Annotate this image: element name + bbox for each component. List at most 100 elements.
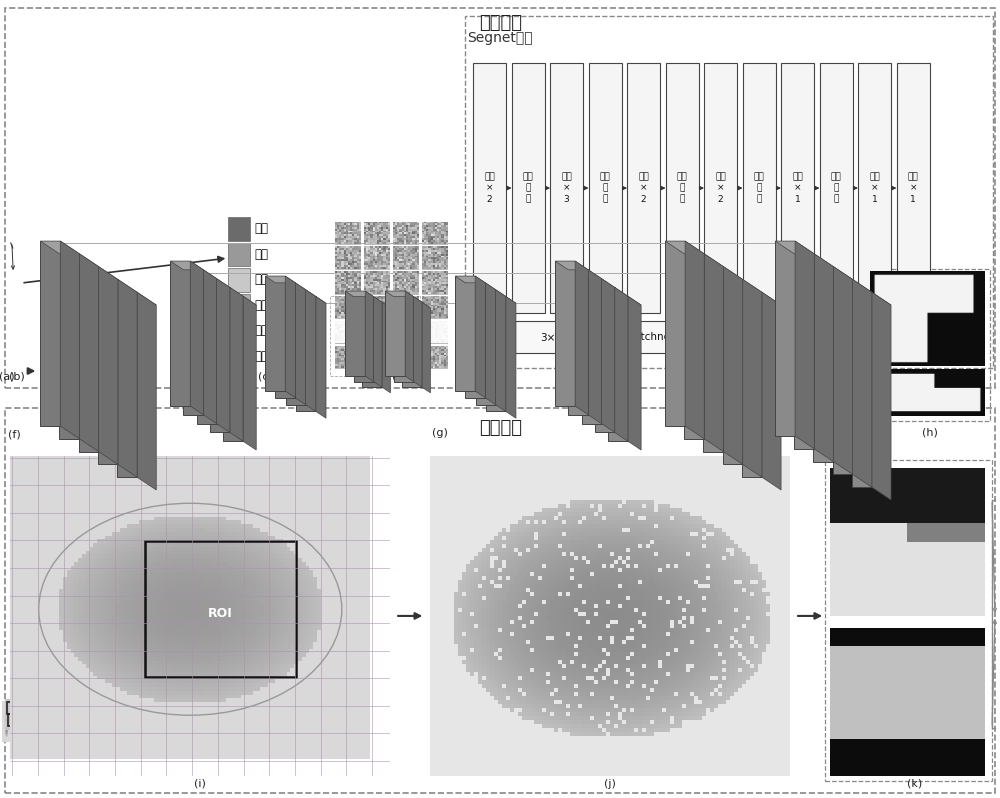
Polygon shape <box>872 292 891 500</box>
Polygon shape <box>555 261 588 270</box>
Polygon shape <box>60 241 79 439</box>
Polygon shape <box>118 279 137 477</box>
Bar <box>550 63 583 313</box>
Text: 测试流程: 测试流程 <box>479 419 522 437</box>
Polygon shape <box>394 297 422 302</box>
Bar <box>515 321 600 353</box>
Polygon shape <box>217 279 230 433</box>
Bar <box>362 302 382 387</box>
Polygon shape <box>795 241 814 448</box>
Polygon shape <box>59 254 99 267</box>
Bar <box>742 292 762 477</box>
Polygon shape <box>582 279 615 287</box>
Bar <box>117 292 137 477</box>
Polygon shape <box>422 302 430 393</box>
Bar <box>228 243 250 266</box>
Text: (e): (e) <box>721 371 737 381</box>
Text: 最大
池
化: 最大 池 化 <box>754 172 764 203</box>
Text: 模块
×
2: 模块 × 2 <box>484 172 495 203</box>
Text: 3×3卷积: 3×3卷积 <box>540 332 575 342</box>
Bar <box>393 296 418 318</box>
Polygon shape <box>665 241 704 254</box>
Bar <box>79 267 99 452</box>
Polygon shape <box>286 290 316 296</box>
Bar <box>335 247 360 269</box>
Text: 最大
池
化: 最大 池 化 <box>677 172 687 203</box>
Bar <box>286 290 306 405</box>
Bar <box>393 271 418 294</box>
Bar <box>422 271 447 294</box>
Polygon shape <box>306 290 316 412</box>
Bar <box>703 267 723 452</box>
Text: 平均
池
化: 平均 池 化 <box>831 172 841 203</box>
Bar <box>393 321 418 343</box>
Polygon shape <box>723 279 762 292</box>
Polygon shape <box>374 297 382 387</box>
Text: (c): (c) <box>258 371 273 381</box>
Bar <box>330 296 420 376</box>
Bar <box>627 63 660 313</box>
Polygon shape <box>79 267 118 279</box>
Bar <box>897 63 930 313</box>
Text: (h): (h) <box>922 428 938 438</box>
Bar <box>40 241 60 426</box>
Text: (k): (k) <box>907 779 923 789</box>
Bar <box>335 346 360 368</box>
Polygon shape <box>684 254 723 267</box>
Polygon shape <box>345 291 374 297</box>
Polygon shape <box>775 241 814 254</box>
Polygon shape <box>243 296 256 450</box>
Text: 模块
×
1: 模块 × 1 <box>869 172 880 203</box>
Text: 毛囊: 毛囊 <box>254 350 268 363</box>
Polygon shape <box>79 254 99 452</box>
Bar <box>858 63 891 313</box>
Polygon shape <box>203 270 217 424</box>
Bar <box>595 287 615 433</box>
Bar <box>465 282 485 397</box>
Polygon shape <box>99 267 118 464</box>
Bar <box>684 254 704 439</box>
Polygon shape <box>197 279 230 287</box>
Polygon shape <box>210 287 243 296</box>
Bar <box>465 16 993 368</box>
Polygon shape <box>405 291 414 381</box>
Polygon shape <box>414 297 422 387</box>
Bar <box>589 63 622 313</box>
Bar <box>820 63 853 313</box>
Polygon shape <box>853 279 872 487</box>
Polygon shape <box>455 276 485 282</box>
Bar <box>335 222 360 244</box>
Bar <box>228 268 250 291</box>
Bar <box>364 222 389 244</box>
Bar <box>422 247 447 269</box>
Polygon shape <box>385 291 414 297</box>
Bar <box>665 241 685 426</box>
Polygon shape <box>602 279 615 433</box>
Polygon shape <box>190 261 203 415</box>
Bar <box>608 321 703 353</box>
Bar <box>98 279 118 464</box>
Polygon shape <box>476 290 506 296</box>
Polygon shape <box>316 296 326 418</box>
Text: 表皮: 表皮 <box>254 223 268 235</box>
Bar <box>228 319 250 342</box>
Bar <box>394 297 414 381</box>
Bar <box>5 8 995 388</box>
Bar <box>666 63 699 313</box>
Bar <box>723 279 743 464</box>
Bar <box>296 296 316 412</box>
Polygon shape <box>486 296 516 303</box>
Text: (j): (j) <box>604 779 616 789</box>
Text: 真皮: 真皮 <box>254 248 268 261</box>
Text: (f): (f) <box>8 430 21 440</box>
Text: Segnet网络: Segnet网络 <box>467 31 533 45</box>
Polygon shape <box>506 296 516 418</box>
Bar <box>364 346 389 368</box>
Bar <box>476 290 496 405</box>
Polygon shape <box>762 292 781 490</box>
Bar <box>197 279 217 424</box>
Polygon shape <box>465 282 496 290</box>
Polygon shape <box>703 267 743 279</box>
Bar <box>364 296 389 318</box>
Text: (a): (a) <box>0 371 15 381</box>
